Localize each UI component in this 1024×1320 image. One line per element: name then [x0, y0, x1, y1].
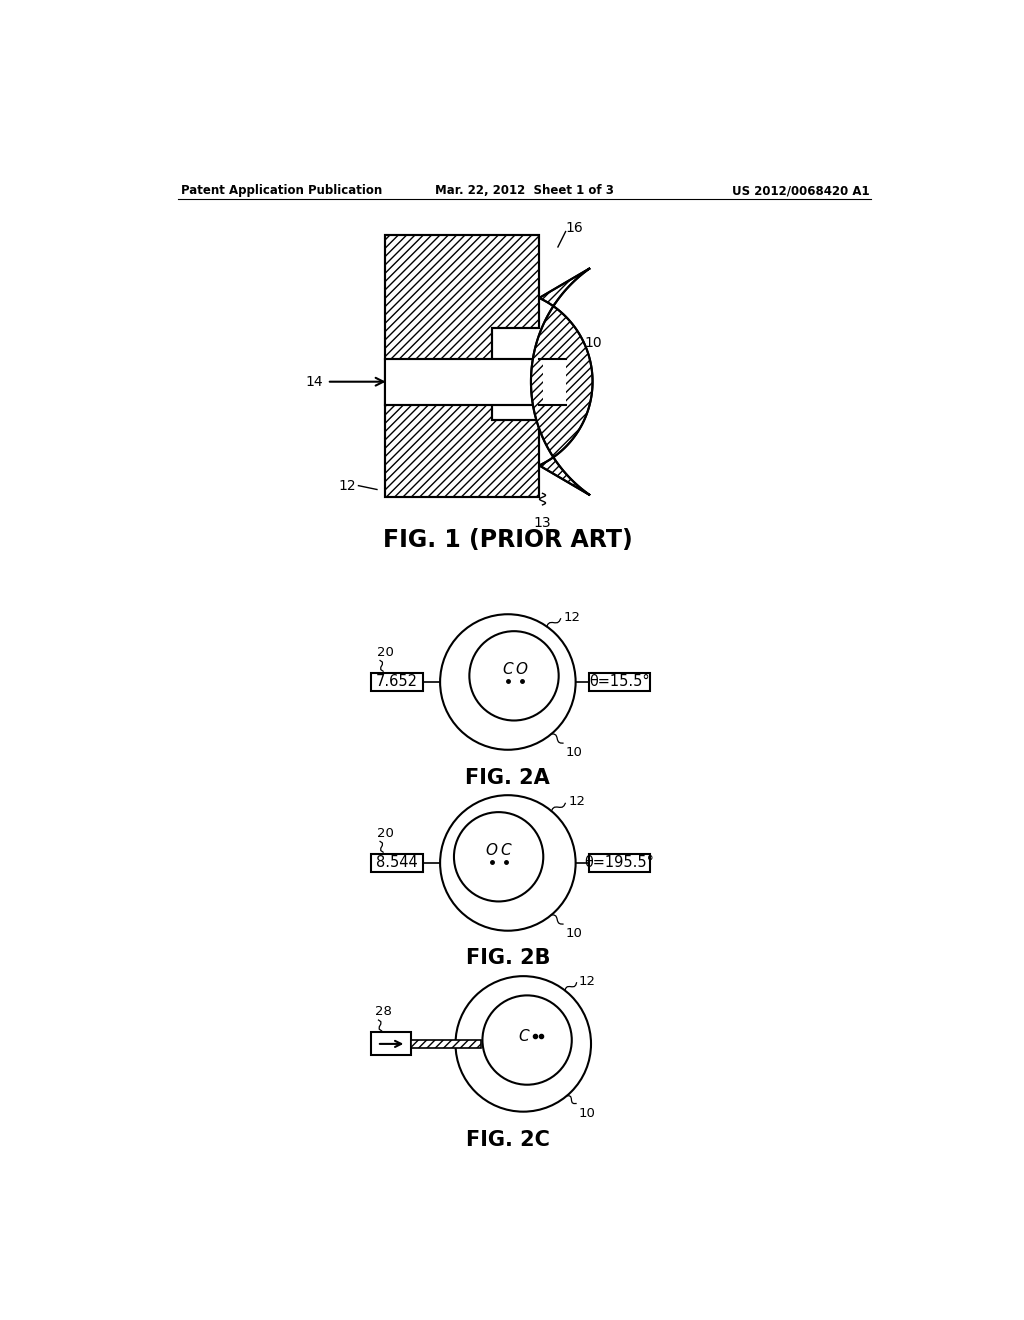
Text: Mar. 22, 2012  Sheet 1 of 3: Mar. 22, 2012 Sheet 1 of 3	[435, 185, 614, 197]
Polygon shape	[371, 854, 423, 873]
Polygon shape	[371, 673, 423, 692]
Polygon shape	[590, 673, 649, 692]
Text: 13: 13	[534, 516, 551, 531]
Text: 8.544: 8.544	[376, 855, 418, 870]
Text: C: C	[518, 1028, 528, 1044]
Text: C: C	[501, 843, 511, 858]
Polygon shape	[411, 1040, 481, 1048]
Text: 10: 10	[565, 927, 583, 940]
Text: 10: 10	[579, 1106, 595, 1119]
Text: C: C	[503, 663, 513, 677]
Text: 14: 14	[305, 375, 323, 388]
Text: FIG. 2B: FIG. 2B	[466, 948, 550, 968]
Text: 12: 12	[579, 974, 596, 987]
Text: 16: 16	[565, 220, 584, 235]
Polygon shape	[590, 854, 649, 873]
Text: O: O	[485, 843, 498, 858]
Polygon shape	[531, 268, 593, 495]
Text: FIG. 2C: FIG. 2C	[466, 1130, 550, 1150]
Polygon shape	[543, 359, 565, 405]
Text: 10: 10	[565, 746, 583, 759]
Text: O: O	[516, 663, 527, 677]
Text: 12: 12	[339, 479, 356, 492]
Polygon shape	[385, 359, 539, 405]
Text: Patent Application Publication: Patent Application Publication	[180, 185, 382, 197]
Text: 28: 28	[375, 1006, 391, 1019]
Polygon shape	[371, 1032, 411, 1056]
Text: 20: 20	[377, 826, 394, 840]
Text: θ=15.5°: θ=15.5°	[589, 675, 650, 689]
Text: 12: 12	[563, 611, 581, 624]
Text: θ=195.5°: θ=195.5°	[585, 855, 654, 870]
Text: 7.652: 7.652	[376, 675, 418, 689]
Text: US 2012/0068420 A1: US 2012/0068420 A1	[732, 185, 869, 197]
Text: FIG. 2A: FIG. 2A	[466, 768, 550, 788]
Text: 20: 20	[377, 645, 394, 659]
Text: FIG. 1 (PRIOR ART): FIG. 1 (PRIOR ART)	[383, 528, 633, 552]
Text: 12: 12	[568, 796, 586, 808]
Text: 10: 10	[585, 337, 602, 350]
Polygon shape	[385, 235, 539, 498]
